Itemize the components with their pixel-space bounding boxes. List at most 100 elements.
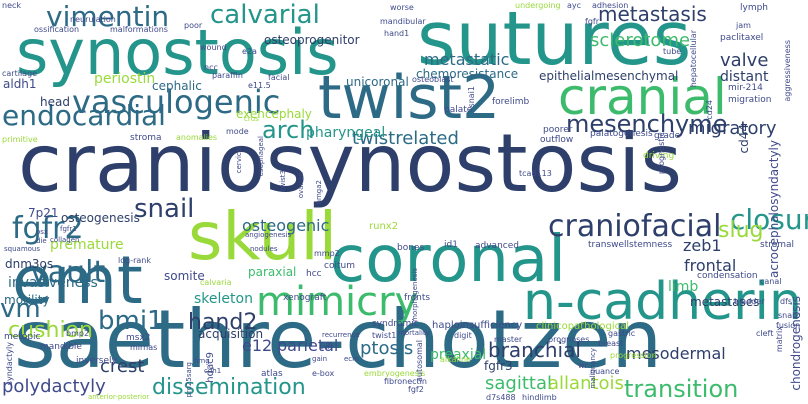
word-fgfr1: fgfr1 xyxy=(60,225,77,233)
word-matrix: matrix xyxy=(775,326,784,353)
word-somite: somite xyxy=(164,269,205,283)
word-anomalies: anomalies xyxy=(176,133,218,142)
word-crest: crest xyxy=(100,356,145,377)
word-gain: gain xyxy=(312,355,328,363)
word-neck: neck xyxy=(2,1,22,10)
word-premature: premature xyxy=(50,237,124,253)
word-mode: mode xyxy=(226,127,249,136)
word-bmi1: bmi1 xyxy=(98,306,164,336)
word-ossification: ossification xyxy=(34,25,80,34)
word-undergoing: undergoing xyxy=(515,1,561,10)
word-migration: migration xyxy=(728,95,772,105)
word-ccl: ccl xyxy=(320,343,330,351)
word-chemoresistance: chemoresistance xyxy=(416,67,519,81)
word-invasiveness: invasiveness xyxy=(8,275,98,291)
word-ptosis: ptosis xyxy=(360,338,414,359)
word-transwell: transwell xyxy=(588,240,630,250)
word-grade: grade xyxy=(654,131,681,141)
word-osteoprogenitor: osteoprogenitor xyxy=(264,33,360,47)
word-paraffin: paraffin xyxy=(212,71,243,80)
word-dnm3os: dnm3os xyxy=(5,257,54,271)
word-snai2: snai2 xyxy=(778,311,800,320)
word-mandibular: mandibular xyxy=(380,17,426,26)
word-hindlimb: hindlimb xyxy=(522,393,557,402)
word-aggressiveness: aggressiveness xyxy=(783,40,792,102)
word-prognostic: prognostic xyxy=(657,132,666,175)
word-die: die xyxy=(36,237,47,245)
word-mir-214: mir-214 xyxy=(728,83,763,93)
word-primitive: primitive xyxy=(2,135,38,144)
word-cd24: cd24 xyxy=(705,100,714,120)
word-anterior-posterior: anterior-posterior xyxy=(88,393,150,401)
word-osteogenic: osteogenic xyxy=(242,216,330,235)
word-outflow: outflow xyxy=(540,135,574,145)
word-master: master xyxy=(494,335,523,344)
word-poor: poor xyxy=(184,21,203,30)
word-allantois: allantois xyxy=(548,373,624,394)
word-preaxial: preaxial xyxy=(430,347,487,363)
word-stromal: stromal xyxy=(760,240,795,250)
word-tca8113: tca8113 xyxy=(519,169,552,178)
word-cd44: cd44 xyxy=(737,124,751,154)
word-bladder: bladder xyxy=(734,297,765,306)
word-cephalic: cephalic xyxy=(152,79,202,93)
word-progression: progression xyxy=(610,351,657,360)
word-canal: canal xyxy=(760,277,782,286)
word-gastric: gastric xyxy=(608,329,636,338)
word-alkaline: alkaline xyxy=(440,355,471,364)
word-osteoblast: osteoblast xyxy=(412,75,454,84)
word-lymph: lymph xyxy=(740,3,769,13)
word-valve: valve xyxy=(720,50,769,71)
word-esophageal: esophageal xyxy=(257,136,265,177)
word-acquisition: acquisition xyxy=(198,327,264,341)
word-sutures: sutures xyxy=(417,0,692,82)
word-distant: distant xyxy=(720,69,769,85)
word-zeb1: zeb1 xyxy=(683,236,722,255)
word-malignancy: malignancy xyxy=(589,348,597,389)
word-e11-5: e11.5 xyxy=(248,81,271,90)
word-stroma: stroma xyxy=(130,133,162,143)
word-poorer: poorer xyxy=(543,125,573,135)
word-craniofacial: craniofacial xyxy=(548,209,722,244)
word-acrocephalosyndactyly: acrocephalosyndactyly xyxy=(767,140,781,278)
word-saethre-chotzen: saethre-chotzen xyxy=(14,293,663,386)
word-bmp2: bmp2 xyxy=(66,329,90,338)
word-transition: transition xyxy=(624,375,739,403)
word-crus: crus xyxy=(244,115,259,123)
word-id1: id1 xyxy=(444,240,458,250)
word-hand1: hand1 xyxy=(384,29,410,38)
word-prognoses: prognoses xyxy=(548,335,590,344)
word-hcc: hcc xyxy=(306,269,322,279)
word-collagen: collagen xyxy=(50,236,80,244)
word-adhesion: adhesion xyxy=(592,1,629,10)
word-palatogenesis: palatogenesis xyxy=(590,129,653,139)
word-wr: wr xyxy=(578,361,588,370)
word-fgfr3: fgfr3 xyxy=(484,359,513,373)
word-7p21: 7p21 xyxy=(28,206,59,220)
word-ayc: ayc xyxy=(567,1,582,10)
word-metopic: metopic xyxy=(4,332,41,342)
word-nuance: nuance xyxy=(590,367,620,376)
word-paclitaxel: paclitaxel xyxy=(720,33,764,43)
word-dfs: dfs xyxy=(780,297,793,306)
word-nodules: nodules xyxy=(250,245,278,253)
word-sagittal: sagittal xyxy=(485,373,552,394)
word-snail: snail xyxy=(134,194,195,224)
word-dissemination: dissemination xyxy=(152,375,306,400)
word-ovarian: ovarian xyxy=(297,172,305,199)
word-runx2: runx2 xyxy=(369,221,399,232)
word-skull: skull xyxy=(188,198,338,275)
word-atlas: atlas xyxy=(261,369,283,379)
word-coronal: coronal xyxy=(330,223,566,297)
word-emt: emt xyxy=(12,242,143,319)
word-n-cadherin: n-cadherin xyxy=(523,272,802,332)
word-d7s488: d7s488 xyxy=(486,393,516,402)
word-mimicry: mimicry xyxy=(256,279,419,325)
word-fusion: fusion xyxy=(776,321,801,330)
word-facial: facial xyxy=(268,73,290,82)
word-squamous: squamous xyxy=(4,245,41,253)
word-pro25sarg: pro25sarg xyxy=(185,362,193,398)
word-periostin: periostin xyxy=(94,71,156,87)
word-mortality: mortality xyxy=(398,329,430,337)
